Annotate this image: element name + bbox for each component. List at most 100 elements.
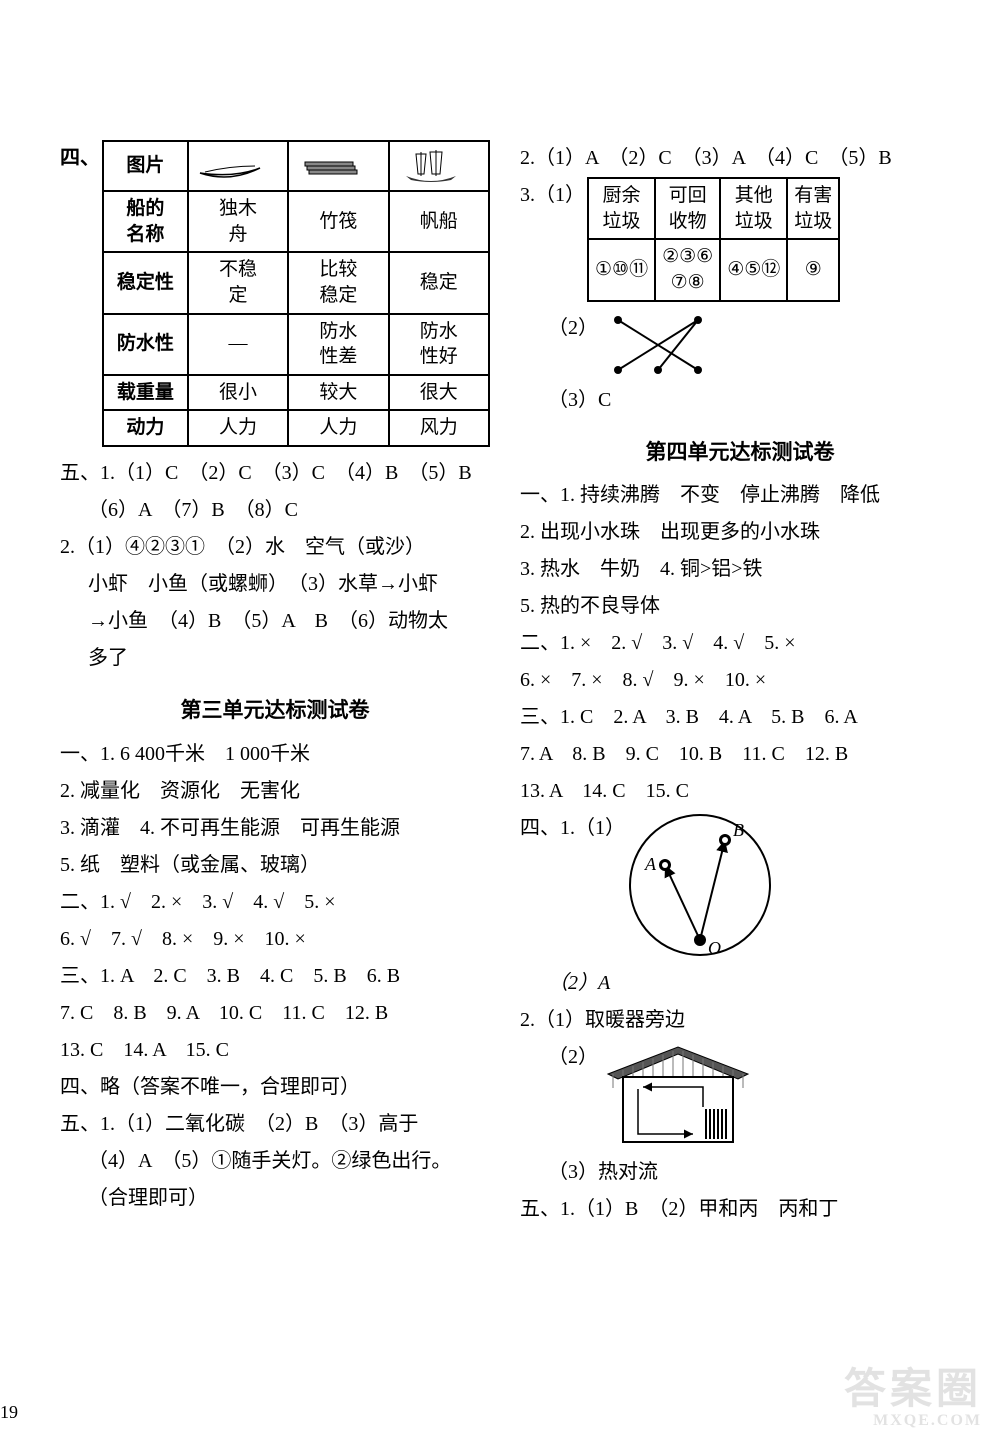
cell: 厨余垃圾 (588, 178, 655, 239)
text-line: 2.（1）④②③① （2）水 空气（或沙） (60, 529, 490, 566)
text-line: 7. C 8. B 9. A 10. C 11. C 12. B (60, 995, 490, 1032)
row-label: 图片 (103, 141, 188, 191)
cell: 有害垃圾 (787, 178, 839, 239)
text-line: 一、1. 持续沸腾 不变 停止沸腾 降低 (520, 477, 960, 514)
cell: 比较稳定 (288, 252, 388, 313)
row-label: 稳定性 (103, 252, 188, 313)
text-line: 7. A 8. B 9. C 10. B 11. C 12. B (520, 736, 960, 773)
cell: 竹筏 (288, 191, 388, 252)
text-line: 二、1. × 2. √ 3. √ 4. √ 5. × (520, 625, 960, 662)
row-label: 动力 (103, 410, 188, 446)
canoe-icon (188, 141, 288, 191)
left-column: 四、 图片 (60, 140, 490, 1411)
cell: 人力 (188, 410, 288, 446)
table-row: 载重量 很小 较大 很大 (103, 375, 489, 411)
text-line: 四、略（答案不唯一，合理即可） (60, 1069, 490, 1106)
text-line: 小虾 小鱼（或螺蛳） （3）水草→小虾 (60, 566, 490, 603)
svg-text:O: O (708, 938, 721, 958)
raft-icon (288, 141, 388, 191)
cell: 防水性差 (288, 314, 388, 375)
q4-row: 四、 图片 (60, 140, 490, 455)
cell: ①⑩⑪ (588, 239, 655, 300)
text-line: →小鱼 （4）B （5）A B （6）动物太 (60, 603, 490, 640)
table-row: 图片 (103, 141, 489, 191)
text-line: 3. 滴灌 4. 不可再生能源 可再生能源 (60, 810, 490, 847)
matching-diagram (598, 310, 728, 382)
match-label: （2） (520, 310, 598, 347)
text-line: 2.（1）A （2）C （3）A （4）C （5）B (520, 140, 960, 177)
row-label: 防水性 (103, 314, 188, 375)
unit3-title: 第三单元达标测试卷 (60, 691, 490, 730)
q3-row: 3.（1） 厨余垃圾 可回收物 其他垃圾 有害垃圾 ①⑩⑪ ②③⑥⑦⑧ ④⑤⑫ … (520, 177, 960, 310)
text-line: 五、1.（1）C （2）C （3）C （4）B （5）B (60, 455, 490, 492)
house-row: （2） (520, 1039, 960, 1154)
row-label: 载重量 (103, 375, 188, 411)
unit4-title: 第四单元达标测试卷 (520, 433, 960, 472)
cell: ②③⑥⑦⑧ (655, 239, 720, 300)
cell: 可回收物 (655, 178, 720, 239)
text-line: （6）A （7）B （8）C (60, 492, 490, 529)
page-number: 19 (0, 1402, 18, 1423)
table-row: 防水性 — 防水性差 防水性好 (103, 314, 489, 375)
cell: 独木舟 (188, 191, 288, 252)
text-line: 2.（1）取暖器旁边 (520, 1002, 960, 1039)
text-line: 三、1. C 2. A 3. B 4. A 5. B 6. A (520, 699, 960, 736)
text-line: （合理即可） (60, 1180, 490, 1217)
text-line: 5. 纸 塑料（或金属、玻璃） (60, 847, 490, 884)
text-line: 五、1.（1）二氧化碳 （2）B （3）高于 (60, 1106, 490, 1143)
circle-diagram: A B O (625, 810, 785, 965)
cell: 风力 (389, 410, 489, 446)
cell: 很大 (389, 375, 489, 411)
q4-label: 四、 (60, 140, 100, 177)
q3-label: 3.（1） (520, 177, 585, 214)
table-row: ①⑩⑪ ②③⑥⑦⑧ ④⑤⑫ ⑨ (588, 239, 839, 300)
text-line: 13. C 14. A 15. C (60, 1032, 490, 1069)
svg-text:B: B (733, 820, 744, 840)
text-line: 2. 出现小水珠 出现更多的小水珠 (520, 514, 960, 551)
cell: 较大 (288, 375, 388, 411)
right-column: 2.（1）A （2）C （3）A （4）C （5）B 3.（1） 厨余垃圾 可回… (520, 140, 960, 1411)
cell: 稳定 (389, 252, 489, 313)
text-line: （3）热对流 (520, 1154, 960, 1191)
cell: 其他垃圾 (720, 178, 787, 239)
cell: 不稳定 (188, 252, 288, 313)
page: 四、 图片 (0, 0, 1000, 1451)
text-line: 2. 减量化 资源化 无害化 (60, 773, 490, 810)
row-label: 船的名称 (103, 191, 188, 252)
text-line: 三、1. A 2. C 3. B 4. C 5. B 6. B (60, 958, 490, 995)
table-row: 动力 人力 人力 风力 (103, 410, 489, 446)
cell: 很小 (188, 375, 288, 411)
text-line: 5. 热的不良导体 (520, 588, 960, 625)
cell: ④⑤⑫ (720, 239, 787, 300)
house-label: （2） (520, 1039, 598, 1076)
text-line: （3）C (520, 382, 960, 419)
cell: 防水性好 (389, 314, 489, 375)
circle-label: 四、1.（1） (520, 810, 625, 847)
text-line: 6. √ 7. √ 8. × 9. × 10. × (60, 921, 490, 958)
sailboat-icon (389, 141, 489, 191)
cell: 船的名称 (126, 198, 164, 245)
text-line: 3. 热水 牛奶 4. 铜>铝>铁 (520, 551, 960, 588)
table-row: 稳定性 不稳定 比较稳定 稳定 (103, 252, 489, 313)
text-line: 五、1.（1）B （2）甲和丙 丙和丁 (520, 1191, 960, 1228)
cell: ⑨ (787, 239, 839, 300)
text-line: （2）A (520, 965, 960, 1002)
match-row: （2） (520, 310, 960, 382)
table-row: 厨余垃圾 可回收物 其他垃圾 有害垃圾 (588, 178, 839, 239)
cell: 人力 (288, 410, 388, 446)
svg-text:A: A (644, 854, 657, 874)
text-line: 13. A 14. C 15. C (520, 773, 960, 810)
text-line: 一、1. 6 400千米 1 000千米 (60, 736, 490, 773)
text-line: 二、1. √ 2. × 3. √ 4. √ 5. × (60, 884, 490, 921)
table-row: 船的名称 独木舟 竹筏 帆船 (103, 191, 489, 252)
trash-table: 厨余垃圾 可回收物 其他垃圾 有害垃圾 ①⑩⑪ ②③⑥⑦⑧ ④⑤⑫ ⑨ (587, 177, 840, 302)
boat-table: 图片 (102, 140, 490, 447)
cell: 帆船 (389, 191, 489, 252)
text-line: 6. × 7. × 8. √ 9. × 10. × (520, 662, 960, 699)
circle-row: 四、1.（1） A B O (520, 810, 960, 965)
text-line: 多了 (60, 640, 490, 677)
watermark-sub: MXQE.COM (844, 1413, 982, 1429)
house-diagram (598, 1039, 758, 1154)
text-line: （4）A （5）①随手关灯。②绿色出行。 (60, 1143, 490, 1180)
cell: — (188, 314, 288, 375)
